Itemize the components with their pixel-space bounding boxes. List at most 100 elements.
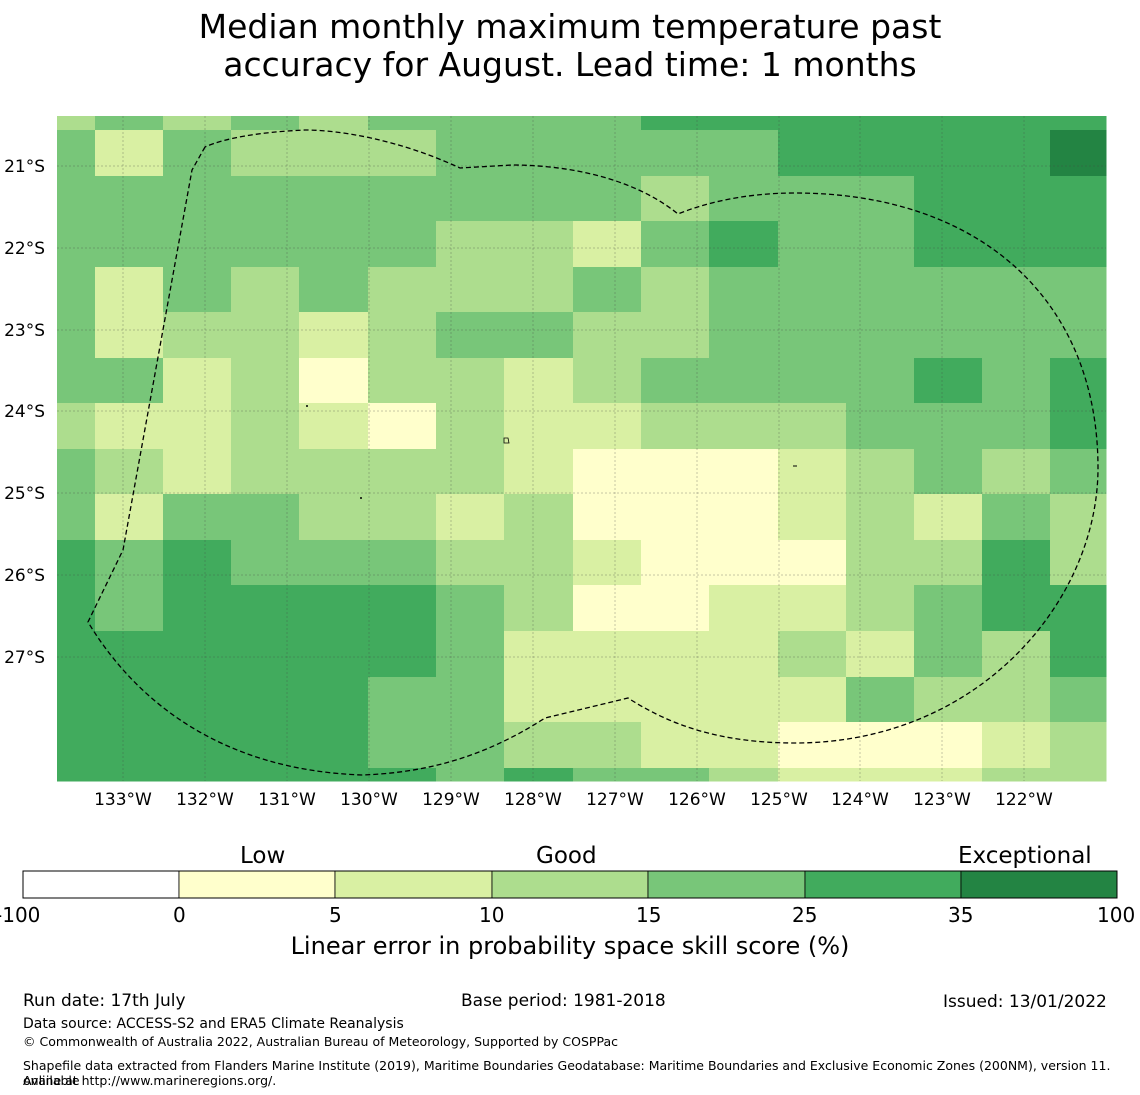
grid-cell: [163, 768, 232, 782]
grid-cell: [299, 358, 369, 404]
grid-cell: [982, 540, 1051, 586]
colorbar-tick-3: 5: [329, 903, 342, 927]
grid-cell: [846, 631, 915, 678]
grid-cell: [1050, 494, 1107, 541]
grid-cell: [846, 221, 915, 268]
grid-cell: [95, 540, 164, 586]
colorbar-tick-8: 100: [1097, 903, 1136, 927]
grid-cell: [846, 267, 915, 313]
grid-cell: [709, 677, 779, 723]
grid-cell: [95, 267, 164, 313]
grid-cell: [368, 116, 437, 131]
grid-cell: [846, 403, 915, 450]
grid-cell: [504, 403, 574, 450]
grid-cell: [504, 585, 574, 632]
grid-cell: [231, 585, 300, 632]
grid-cell: [914, 449, 983, 495]
grid-cell: [299, 768, 369, 782]
grid-cell: [368, 677, 437, 723]
grid-cell: [778, 176, 847, 222]
grid-cell: [641, 631, 710, 678]
grid-cell: [436, 449, 505, 495]
grid-cell: [57, 722, 96, 769]
grid-cell: [1050, 176, 1107, 222]
grid-cell: [914, 312, 983, 359]
grid-cell: [573, 312, 642, 359]
grid-cell: [573, 631, 642, 678]
grid-cell: [846, 585, 915, 632]
grid-cell: [95, 631, 164, 678]
base-period: Base period: 1981-2018: [461, 991, 666, 1011]
grid-cell: [95, 358, 164, 404]
grid-cell: [57, 585, 96, 632]
grid-cell: [709, 494, 779, 541]
grid-cell: [436, 130, 505, 177]
longitude-label: 126°W: [668, 790, 726, 810]
grid-cell: [368, 130, 437, 177]
colorbar-tick-4: 10: [479, 903, 505, 927]
grid-cell: [573, 403, 642, 450]
colorbar-segment: [960, 870, 1118, 899]
grid-cell: [709, 449, 779, 495]
grid-cell: [368, 631, 437, 678]
grid-cell: [846, 312, 915, 359]
grid-cell: [504, 722, 574, 769]
grid-cell: [231, 358, 300, 404]
grid-cell: [573, 540, 642, 586]
grid-cell: [1050, 585, 1107, 632]
map-grid-cells: [57, 116, 1107, 782]
grid-cell: [163, 677, 232, 723]
grid-cell: [163, 722, 232, 769]
grid-cell: [778, 403, 847, 450]
grid-cell: [436, 312, 505, 359]
grid-cell: [1050, 768, 1107, 782]
grid-cell: [299, 677, 369, 723]
grid-cell: [231, 312, 300, 359]
grid-cell: [299, 494, 369, 541]
colorbar-segment: [178, 870, 336, 899]
grid-cell: [163, 449, 232, 495]
title-line-1: Median monthly maximum temperature past: [198, 7, 942, 46]
grid-cell: [231, 403, 300, 450]
grid-cell: [778, 677, 847, 723]
grid-cell: [95, 677, 164, 723]
chart-title: Median monthly maximum temperature past …: [0, 8, 1140, 84]
grid-cell: [368, 403, 437, 450]
colorbar-tick-5: 15: [636, 903, 662, 927]
colorbar-segment: [22, 870, 180, 899]
grid-cell: [368, 540, 437, 586]
data-source: Data source: ACCESS-S2 and ERA5 Climate …: [23, 1016, 404, 1032]
grid-cell: [641, 403, 710, 450]
grid-cell: [57, 267, 96, 313]
colorbar-frame: [22, 870, 1118, 899]
legend-good-label: Good: [536, 843, 597, 869]
grid-cell: [57, 358, 96, 404]
grid-cell: [914, 221, 983, 268]
grid-cell: [436, 677, 505, 723]
grid-cell: [299, 631, 369, 678]
grid-cell: [982, 358, 1051, 404]
grid-cell: [778, 130, 847, 177]
longitude-label: 128°W: [504, 790, 562, 810]
grid-cell: [436, 494, 505, 541]
grid-cell: [1050, 130, 1107, 177]
grid-cell: [57, 221, 96, 268]
grid-cell: [231, 494, 300, 541]
grid-cell: [914, 722, 983, 769]
grid-cell: [163, 585, 232, 632]
grid-cell: [368, 176, 437, 222]
grid-cell: [846, 677, 915, 723]
grid-cell: [504, 631, 574, 678]
grid-cell: [573, 494, 642, 541]
grid-cell: [709, 631, 779, 678]
grid-cell: [1050, 403, 1107, 450]
grid-cell: [846, 494, 915, 541]
grid-cell: [163, 403, 232, 450]
grid-cell: [231, 221, 300, 268]
grid-cell: [231, 116, 300, 131]
grid-cell: [573, 585, 642, 632]
grid-cell: [709, 130, 779, 177]
grid-cell: [641, 358, 710, 404]
grid-cell: [709, 267, 779, 313]
grid-cell: [368, 221, 437, 268]
